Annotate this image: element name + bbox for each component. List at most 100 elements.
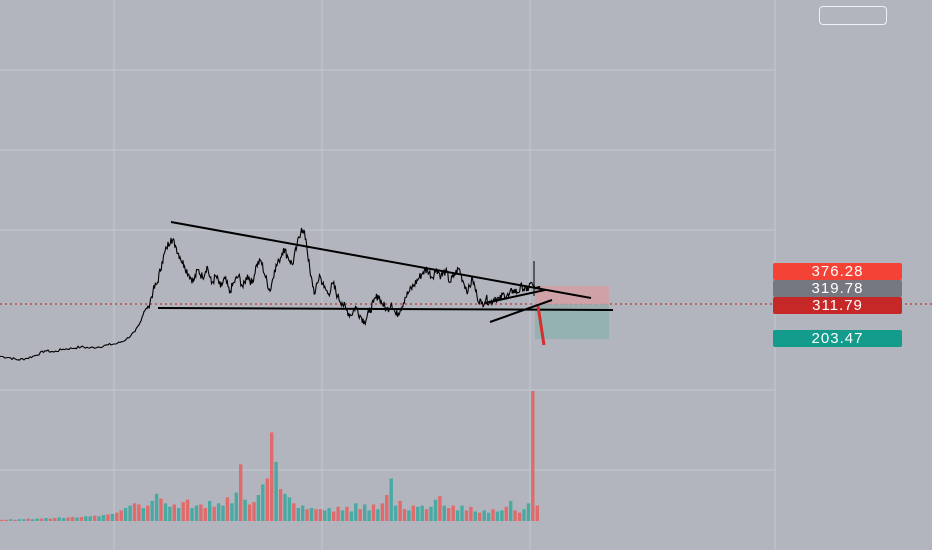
volume-bar [349, 511, 354, 521]
volume-bar [340, 510, 345, 521]
volume-bar [473, 511, 477, 521]
volume-bar [97, 516, 101, 521]
volume-bar [482, 510, 486, 521]
volume-bar [323, 510, 327, 521]
volume-bar [252, 502, 256, 521]
volume-bar [451, 505, 455, 521]
volume-bar [181, 502, 185, 521]
volume-bar [380, 503, 385, 521]
volume-bar [4, 519, 8, 521]
volume-bar [376, 509, 380, 521]
volume-bar [119, 510, 123, 521]
projection-arrow[interactable] [536, 305, 546, 346]
volume-bar [517, 512, 522, 521]
volume-bar [123, 508, 128, 521]
volume-bar [221, 505, 225, 521]
volume-bar [79, 516, 84, 521]
volume-bar [234, 492, 238, 521]
volume-bar [35, 518, 39, 521]
volume-bar [239, 464, 243, 521]
volume-bar [455, 510, 460, 521]
volume-bar [513, 510, 517, 521]
take-profit-zone [535, 308, 609, 339]
volume-bar [141, 508, 145, 521]
volume-bar [154, 493, 159, 521]
volume-bar [385, 495, 389, 521]
volume-bar [389, 478, 393, 521]
volume-bar [278, 489, 283, 521]
volume-bar [478, 512, 482, 521]
volume-bar [371, 504, 376, 521]
top-widget-button[interactable] [819, 6, 887, 25]
volume-bars [0, 391, 539, 521]
volume-bar [163, 503, 168, 521]
price-label-319: 319.78 [773, 280, 902, 297]
volume-bar [194, 505, 199, 521]
volume-bar [509, 500, 513, 521]
price-label-203: 203.47 [773, 330, 902, 347]
volume-bar [301, 505, 305, 521]
volume-bar [101, 515, 106, 521]
volume-bar [172, 504, 176, 521]
volume-bar [318, 509, 323, 521]
volume-bar [8, 519, 13, 521]
volume-bar [0, 519, 4, 521]
volume-bar [26, 518, 30, 521]
volume-bar [429, 506, 433, 521]
volume-bar [150, 500, 154, 521]
volume-bar [265, 478, 269, 521]
volume-bar [442, 505, 446, 521]
volume-bar [309, 508, 314, 521]
volume-bar [190, 508, 194, 521]
volume-bar [305, 509, 309, 521]
volume-bar [332, 511, 336, 521]
volume-bar [296, 508, 300, 521]
volume-bar [185, 499, 190, 521]
volume-bar [66, 517, 70, 521]
volume-bar [433, 499, 438, 521]
descending-trendline[interactable] [170, 221, 592, 299]
volume-bar [168, 506, 172, 521]
volume-bar [225, 497, 230, 521]
wedge-lower-line[interactable] [489, 299, 553, 323]
volume-bar [486, 512, 491, 521]
volume-bar [203, 508, 207, 521]
volume-bar [17, 519, 22, 521]
volume-bar [230, 503, 234, 521]
volume-bar [216, 503, 221, 521]
volume-bar [44, 518, 48, 521]
volume-bar [274, 461, 278, 521]
volume-bar [438, 496, 442, 521]
volume-bar [57, 517, 61, 521]
volume-bar [247, 504, 252, 521]
volume-bar [270, 432, 274, 521]
volume-bar [358, 509, 362, 521]
volume-bar [336, 506, 340, 521]
volume-bar [393, 505, 398, 521]
volume-bar [115, 512, 119, 521]
volume-bar [243, 499, 247, 521]
volume-bar [283, 493, 287, 521]
volume-bar [62, 518, 66, 521]
volume-bar [106, 514, 110, 521]
volume-bar [407, 510, 411, 521]
volume-bar [526, 503, 531, 521]
wedge-upper-line[interactable] [484, 289, 546, 304]
chart-grid [0, 0, 776, 550]
volume-bar [292, 503, 296, 521]
volume-bar [420, 505, 424, 521]
volume-bar [354, 503, 358, 521]
volume-bar [424, 509, 429, 521]
volume-bar [159, 498, 163, 521]
price-label-311: 311.79 [773, 297, 902, 314]
volume-bar [39, 518, 44, 521]
volume-bar [327, 508, 331, 521]
volume-bar [460, 505, 464, 521]
volume-bar [75, 517, 79, 521]
volume-bar [53, 518, 57, 521]
price-label-376: 376.28 [773, 263, 902, 280]
volume-bar [128, 505, 132, 521]
volume-bar [177, 508, 181, 521]
volume-bar [447, 508, 451, 521]
volume-bar [22, 519, 26, 521]
